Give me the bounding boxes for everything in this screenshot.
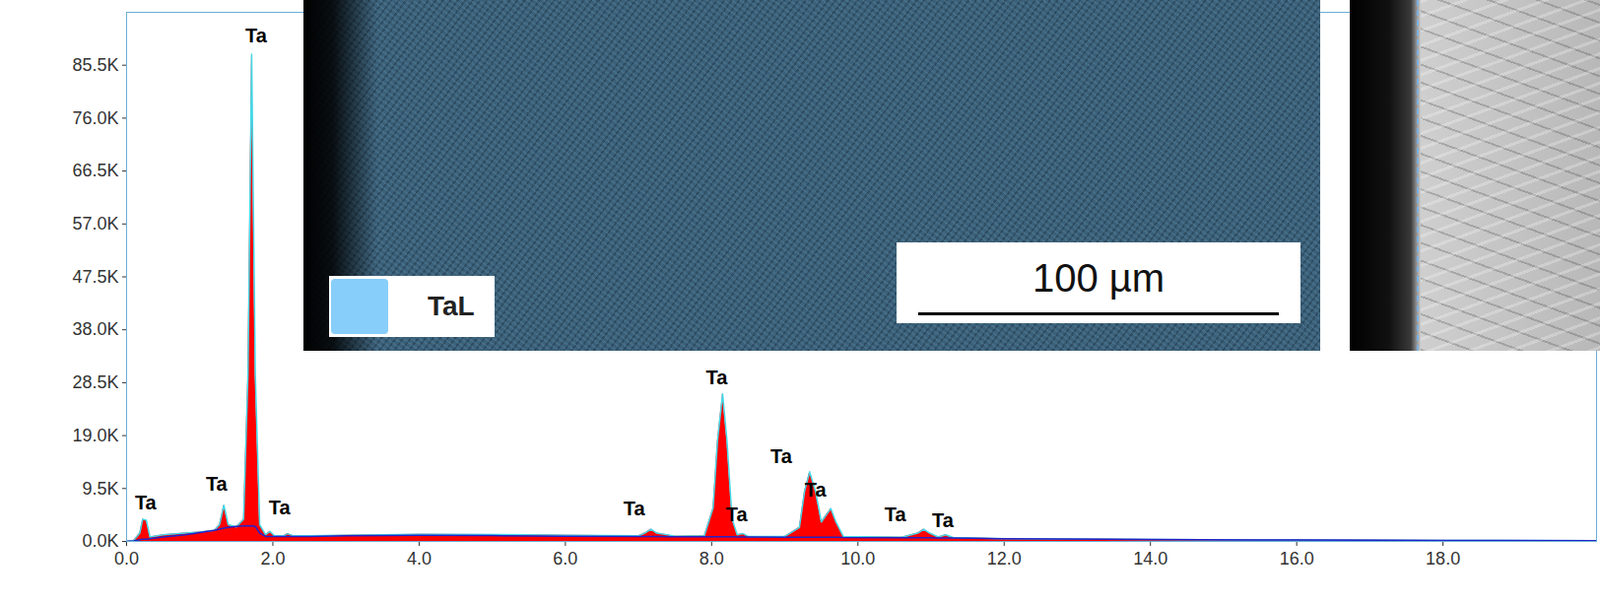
svg-text:10.0: 10.0 — [840, 548, 875, 569]
svg-text:Ta: Ta — [804, 478, 828, 501]
svg-text:12.0: 12.0 — [987, 548, 1022, 569]
svg-text:Ta: Ta — [623, 497, 647, 520]
svg-text:Ta: Ta — [932, 509, 955, 532]
svg-text:47.5K: 47.5K — [71, 266, 119, 287]
html-text:100 µm: 100 µm — [1032, 256, 1165, 300]
svg-text:16.0: 16.0 — [1279, 548, 1315, 569]
svg-text:66.5K: 66.5K — [71, 160, 119, 181]
svg-text:Ta: Ta — [134, 491, 158, 514]
svg-text:9.5K: 9.5K — [81, 478, 119, 499]
svg-text:0.0: 0.0 — [114, 548, 139, 569]
svg-text:Ta: Ta — [770, 445, 794, 467]
svg-text:Ta: Ta — [726, 503, 749, 526]
svg-text:Ta: Ta — [706, 366, 730, 389]
svg-text:0.0K: 0.0K — [81, 531, 119, 551]
svg-text:19.0K: 19.0K — [71, 425, 119, 446]
svg-text:85.5K: 85.5K — [71, 55, 119, 75]
svg-text:4.0: 4.0 — [406, 548, 432, 569]
svg-text:57.0K: 57.0K — [71, 213, 119, 234]
svg-text:8.0: 8.0 — [699, 548, 725, 569]
svg-text:6.0: 6.0 — [552, 548, 578, 569]
svg-text:Ta: Ta — [884, 503, 908, 526]
svg-text:2.0: 2.0 — [260, 548, 285, 569]
svg-text:28.5K: 28.5K — [71, 372, 119, 393]
svg-text:Ta: Ta — [205, 472, 229, 495]
svg-text:76.0K: 76.0K — [71, 108, 119, 129]
svg-text:38.0K: 38.0K — [71, 319, 119, 339]
svg-text:Ta: Ta — [268, 496, 292, 519]
svg-text:18.0: 18.0 — [1425, 548, 1461, 569]
svg-text:Ta: Ta — [245, 24, 268, 47]
svg-text:14.0: 14.0 — [1133, 548, 1168, 569]
html-text:TaL: TaL — [427, 290, 475, 322]
